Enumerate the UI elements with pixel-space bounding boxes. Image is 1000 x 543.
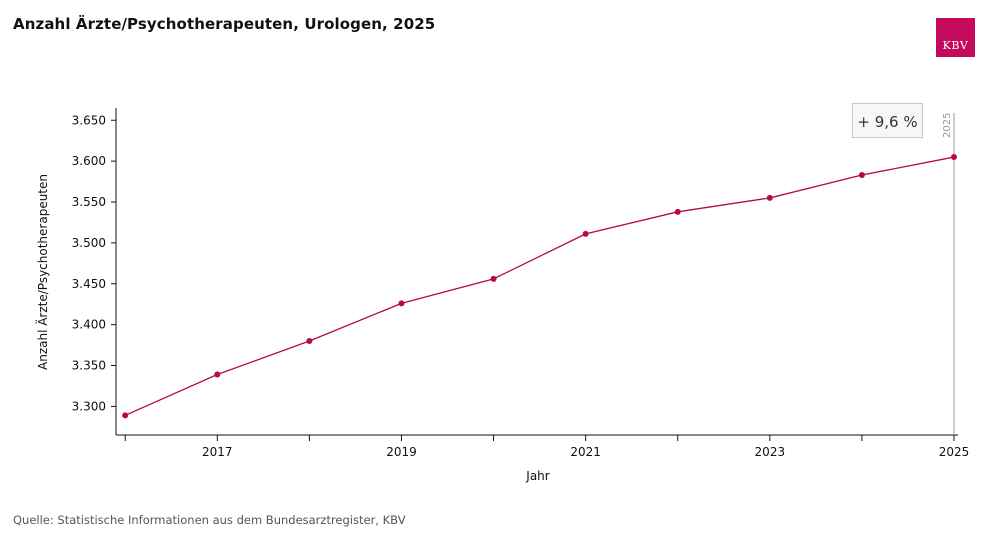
y-tick-label: 3.550 (72, 195, 106, 209)
y-axis-title: Anzahl Ärzte/Psychotherapeuten (35, 174, 50, 370)
y-tick-label: 3.650 (72, 113, 106, 127)
year-marker-label: 2025 (942, 113, 953, 138)
change-annotation-box (852, 103, 923, 138)
y-tick-label: 3.400 (72, 318, 106, 332)
kbv-logo: KBV (936, 18, 975, 57)
x-tick-label: 2023 (755, 445, 786, 459)
data-point (306, 337, 313, 344)
data-point (674, 208, 681, 215)
data-point (858, 172, 865, 179)
change-annotation: + 9,6 % (852, 103, 923, 138)
data-point (951, 154, 957, 161)
data-point (766, 194, 773, 201)
kbv-logo-text: KBV (942, 39, 969, 52)
y-axis: 3.300 3.350 3.400 3.450 3.500 3.550 3.600 3.650 (72, 108, 117, 435)
data-point (490, 275, 497, 282)
y-tick-label: 3.500 (72, 236, 106, 250)
y-tick-label: 3.300 (72, 399, 106, 413)
data-point (398, 300, 405, 307)
data-point (122, 412, 129, 419)
chart-title: Anzahl Ärzte/Psychotherapeuten, Urologen… (13, 15, 436, 33)
series-line (124, 156, 955, 416)
year-marker: 2025 (942, 113, 955, 435)
change-annotation-text: + 9,6 % (857, 113, 917, 131)
x-axis-title: Jahr (525, 469, 549, 483)
x-tick-label: 2025 (939, 445, 970, 459)
data-point (214, 371, 221, 378)
y-tick-label: 3.450 (72, 277, 106, 291)
data-point (582, 230, 589, 237)
series (122, 154, 957, 419)
x-tick-label: 2021 (570, 445, 601, 459)
x-tick-label: 2019 (386, 445, 417, 459)
source-note: Quelle: Statistische Informationen aus d… (13, 513, 406, 527)
x-axis: 2017 2019 2021 2023 2025 (116, 434, 970, 459)
y-tick-label: 3.350 (72, 359, 106, 373)
x-tick-label: 2017 (202, 445, 233, 459)
y-tick-label: 3.600 (72, 154, 106, 168)
